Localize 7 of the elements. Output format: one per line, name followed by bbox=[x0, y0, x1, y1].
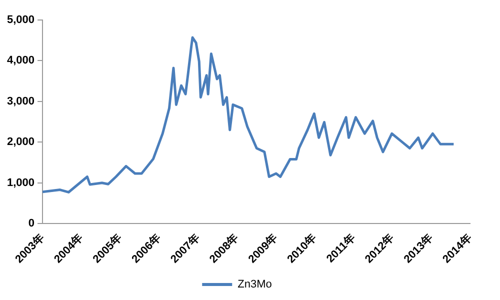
y-tick-label: 2,000 bbox=[6, 136, 35, 148]
y-tick-label: 1,000 bbox=[6, 176, 35, 189]
y-tick-label: 0 bbox=[28, 218, 35, 230]
y-tick-label: 5,000 bbox=[6, 14, 35, 26]
y-tick-label: 3,000 bbox=[6, 95, 35, 108]
legend-label: Zn3Mo bbox=[238, 278, 272, 291]
y-tick-label: 4,000 bbox=[6, 54, 35, 67]
